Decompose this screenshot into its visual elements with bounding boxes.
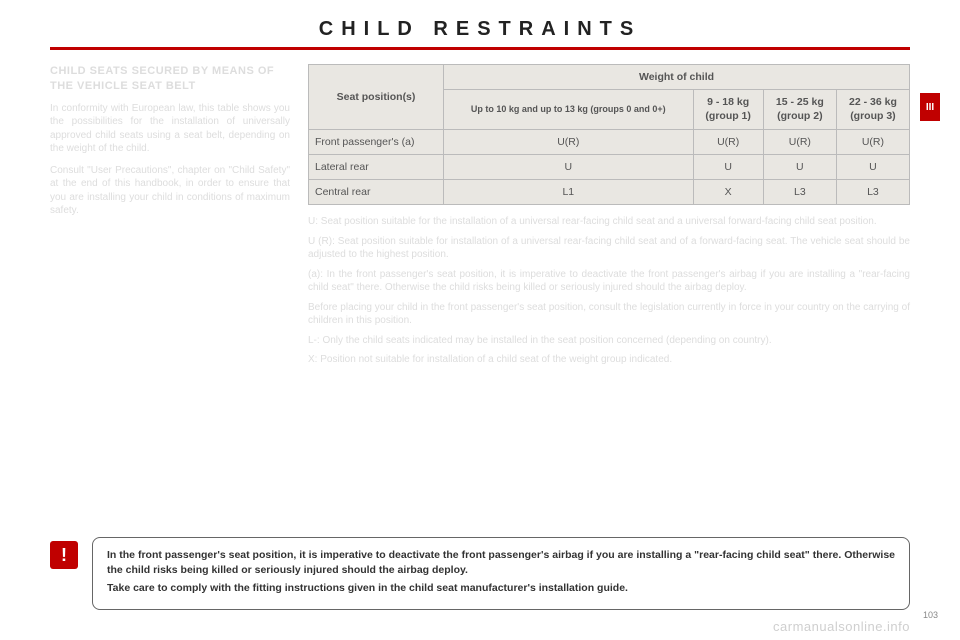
table-cell: X bbox=[693, 179, 763, 204]
table-cell: U bbox=[444, 154, 694, 179]
table-cell: U(R) bbox=[444, 129, 694, 154]
note-text: (a): In the front passenger's seat posit… bbox=[308, 268, 910, 295]
content-area: CHILD SEATS SECURED BY MEANS OF THE VEHI… bbox=[50, 64, 910, 373]
table-row: Lateral rear U U U U bbox=[309, 154, 910, 179]
table-row: Front passenger's (a) U(R) U(R) U(R) U(R… bbox=[309, 129, 910, 154]
table-cell: U(R) bbox=[763, 129, 836, 154]
cell-text: (group 2) bbox=[777, 110, 823, 122]
left-paragraph: In conformity with European law, this ta… bbox=[50, 102, 290, 156]
table-row: Seat position(s) Weight of child bbox=[309, 65, 910, 90]
table-cell: L3 bbox=[763, 179, 836, 204]
table-header: Up to 10 kg and up to 13 kg (groups 0 an… bbox=[444, 90, 694, 129]
table-row: Central rear L1 X L3 L3 bbox=[309, 179, 910, 204]
note-text: Before placing your child in the front p… bbox=[308, 301, 910, 328]
warning-text: Take care to comply with the fitting ins… bbox=[107, 581, 895, 595]
cell-text: 15 - 25 kg bbox=[776, 96, 824, 108]
table-header: 22 - 36 kg (group 3) bbox=[836, 90, 909, 129]
note-text: L-: Only the child seats indicated may b… bbox=[308, 334, 910, 348]
page-number: 103 bbox=[923, 610, 938, 620]
cell-text: 22 - 36 kg bbox=[849, 96, 897, 108]
cell-text: (group 1) bbox=[705, 110, 751, 122]
warning-section: ! In the front passenger's seat position… bbox=[50, 537, 910, 610]
table-header: Seat position(s) bbox=[309, 65, 444, 130]
table-cell: U(R) bbox=[693, 129, 763, 154]
table-cell: Central rear bbox=[309, 179, 444, 204]
warning-icon: ! bbox=[50, 541, 78, 569]
table-cell: Lateral rear bbox=[309, 154, 444, 179]
header-rule bbox=[50, 47, 910, 50]
table-cell: Front passenger's (a) bbox=[309, 129, 444, 154]
table-header: Weight of child bbox=[444, 65, 910, 90]
table-cell: U bbox=[693, 154, 763, 179]
warning-text: In the front passenger's seat position, … bbox=[107, 548, 895, 576]
cell-text: 9 - 18 kg bbox=[707, 96, 749, 108]
warning-box: In the front passenger's seat position, … bbox=[92, 537, 910, 610]
table-cell: U bbox=[836, 154, 909, 179]
page: CHILD RESTRAINTS III CHILD SEATS SECURED… bbox=[0, 0, 960, 640]
section-tab: III bbox=[920, 93, 940, 121]
left-column: CHILD SEATS SECURED BY MEANS OF THE VEHI… bbox=[50, 64, 290, 373]
note-text: U (R): Seat position suitable for instal… bbox=[308, 235, 910, 262]
table-cell: U(R) bbox=[836, 129, 909, 154]
table-cell: U bbox=[763, 154, 836, 179]
child-seat-table: Seat position(s) Weight of child Up to 1… bbox=[308, 64, 910, 205]
watermark: carmanualsonline.info bbox=[773, 619, 910, 634]
table-cell: L3 bbox=[836, 179, 909, 204]
left-heading: CHILD SEATS SECURED BY MEANS OF THE VEHI… bbox=[50, 64, 290, 94]
note-text: X: Position not suitable for installatio… bbox=[308, 353, 910, 367]
right-column: Seat position(s) Weight of child Up to 1… bbox=[308, 64, 910, 373]
note-text: U: Seat position suitable for the instal… bbox=[308, 215, 910, 229]
table-header: 15 - 25 kg (group 2) bbox=[763, 90, 836, 129]
page-title: CHILD RESTRAINTS bbox=[50, 18, 910, 41]
left-paragraph: Consult "User Precautions", chapter on "… bbox=[50, 164, 290, 218]
table-header: 9 - 18 kg (group 1) bbox=[693, 90, 763, 129]
table-cell: L1 bbox=[444, 179, 694, 204]
cell-text: (group 3) bbox=[850, 110, 896, 122]
